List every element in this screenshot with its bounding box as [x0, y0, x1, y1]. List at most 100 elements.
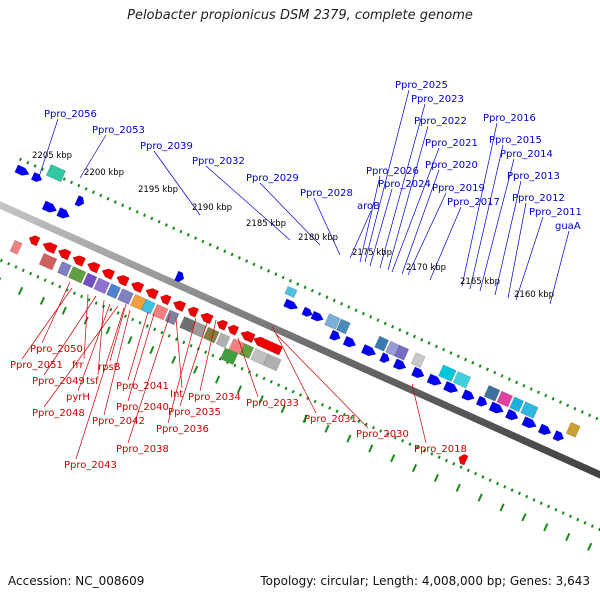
forward-gene-arrow[interactable] [488, 401, 505, 416]
reverse-gene-arrow[interactable] [215, 318, 229, 331]
forward-gene-box[interactable] [284, 285, 298, 298]
tick-mark [43, 278, 47, 282]
forward-gene-label: Ppro_2032 [192, 156, 245, 167]
leader-line [43, 305, 119, 408]
tick-mark [29, 271, 33, 276]
forward-gene-box[interactable] [496, 390, 514, 408]
reverse-gene-box[interactable] [9, 239, 23, 255]
forward-gene-arrow[interactable] [552, 430, 566, 442]
tick-mark [573, 406, 577, 411]
reverse-gene-box[interactable] [263, 353, 282, 372]
forward-gene-arrow[interactable] [537, 423, 553, 437]
tick-mark [442, 347, 446, 352]
tick-mark [284, 386, 288, 391]
forward-gene-arrow[interactable] [442, 380, 459, 395]
forward-gene-box[interactable] [394, 344, 410, 361]
forward-gene-box[interactable] [438, 364, 457, 382]
forward-gene-arrow[interactable] [301, 306, 314, 318]
tick-mark [174, 337, 179, 341]
tick-mark [408, 442, 412, 446]
gene-labels[interactable]: Ppro_2056Ppro_2053Ppro_2039Ppro_2032Ppro… [10, 80, 582, 471]
forward-gene-box[interactable] [452, 371, 472, 389]
forward-gene-arrow[interactable] [14, 164, 31, 178]
tick-mark [390, 454, 396, 463]
reverse-gene-box[interactable] [151, 303, 169, 321]
reverse-gene-box[interactable] [140, 298, 156, 315]
reverse-gene-arrow[interactable] [129, 280, 145, 294]
reverse-gene-arrow[interactable] [56, 247, 72, 261]
reverse-gene-box[interactable] [82, 272, 98, 289]
tick-mark [131, 317, 135, 322]
reverse-gene-arrow[interactable] [252, 335, 283, 356]
forward-gene-arrow[interactable] [379, 352, 391, 365]
reverse-gene-arrow[interactable] [186, 305, 200, 318]
leader-line [271, 325, 317, 414]
reverse-gene-box[interactable] [106, 283, 121, 300]
forward-gene-arrow[interactable] [310, 310, 325, 323]
forward-gene-arrow[interactable] [504, 408, 520, 422]
reverse-gene-box[interactable] [93, 277, 111, 295]
forward-gene-box[interactable] [324, 313, 341, 330]
forward-gene-arrow[interactable] [521, 416, 538, 431]
forward-gene-box[interactable] [336, 318, 351, 335]
forward-gene-arrow[interactable] [475, 395, 489, 408]
forward-gene-arrow[interactable] [30, 171, 43, 183]
tick-mark [420, 338, 424, 342]
forward-gene-box[interactable] [45, 164, 67, 183]
reverse-gene-box[interactable] [38, 252, 58, 271]
tick-mark [361, 311, 365, 316]
reverse-gene-arrow[interactable] [27, 234, 41, 247]
forward-gene-box[interactable] [565, 421, 581, 438]
reverse-gene-box[interactable] [67, 266, 87, 284]
forward-gene-arrow[interactable] [328, 329, 342, 342]
forward-gene-label: Ppro_2019 [432, 183, 485, 194]
reverse-gene-arrow[interactable] [86, 260, 101, 274]
reverse-gene-box[interactable] [117, 288, 134, 305]
reverse-gene-arrow[interactable] [159, 293, 172, 306]
tick-mark [291, 389, 295, 394]
reverse-gene-box[interactable] [57, 261, 72, 277]
reverse-gene-arrow[interactable] [100, 267, 116, 280]
forward-gene-label: Ppro_2012 [512, 193, 565, 204]
reverse-gene-arrow[interactable] [226, 323, 240, 336]
reverse-gene-arrow[interactable] [144, 286, 159, 300]
tick-mark [310, 288, 314, 293]
forward-gene-arrow[interactable] [426, 373, 443, 388]
reverse-gene-box[interactable] [215, 332, 231, 349]
forward-gene-arrow[interactable] [56, 207, 72, 220]
leader-line [83, 293, 89, 360]
forward-gene-arrow[interactable] [360, 344, 377, 358]
tick-mark [554, 507, 558, 512]
reverse-gene-arrow[interactable] [199, 311, 214, 325]
reverse-gene-arrow[interactable] [115, 273, 130, 287]
reverse-gene-box[interactable] [219, 347, 239, 365]
tick-mark [171, 355, 177, 364]
forward-gene-arrow[interactable] [392, 358, 408, 372]
forward-gene-box[interactable] [410, 352, 426, 368]
forward-gene-arrow[interactable] [342, 335, 358, 349]
reverse-gene-arrow[interactable] [41, 240, 58, 255]
reverse-gene-arrow[interactable] [71, 253, 86, 267]
reverse-gene-box[interactable] [164, 309, 180, 326]
reverse-gene-arrow[interactable] [239, 329, 256, 344]
forward-gene-arrow[interactable] [74, 195, 86, 207]
tick-mark [328, 406, 332, 410]
forward-gene-arrow[interactable] [41, 200, 58, 215]
forward-gene-box[interactable] [509, 396, 524, 413]
forward-gene-arrow[interactable] [174, 270, 186, 283]
reverse-gene-label: rpsB [98, 362, 121, 373]
tick-mark [376, 318, 380, 322]
reverse-gene-label: frr [72, 360, 84, 371]
forward-gene-box[interactable] [483, 385, 501, 402]
tick-mark [186, 233, 190, 237]
tick-mark [313, 399, 317, 404]
gene-features[interactable] [9, 164, 581, 466]
forward-gene-box[interactable] [520, 401, 539, 419]
forward-gene-arrow[interactable] [461, 389, 477, 402]
leader-line [127, 313, 155, 402]
forward-gene-arrow[interactable] [411, 366, 426, 380]
reverse-gene-arrow[interactable] [171, 298, 187, 312]
forward-gene-box[interactable] [374, 335, 390, 352]
forward-gene-arrow[interactable] [283, 298, 299, 312]
reverse-gene-arrow[interactable] [457, 453, 469, 466]
